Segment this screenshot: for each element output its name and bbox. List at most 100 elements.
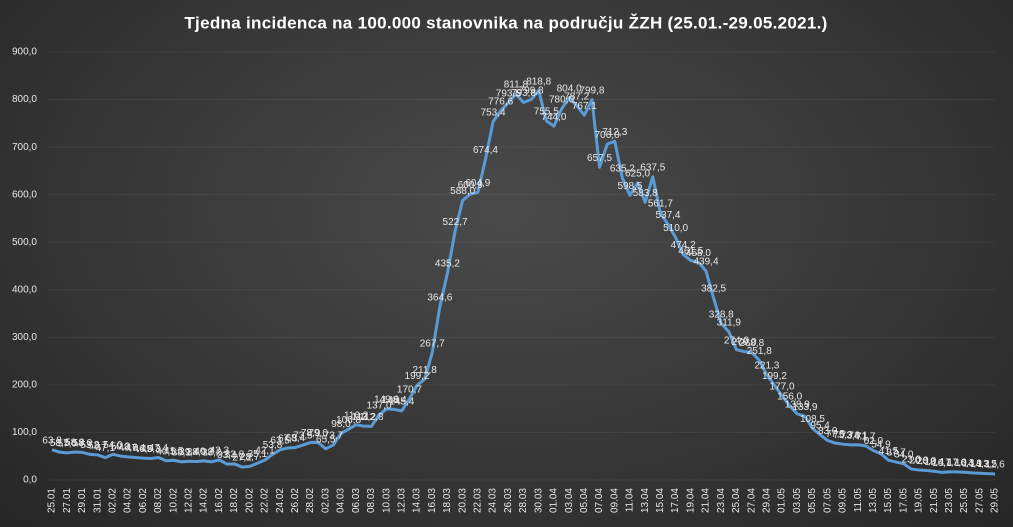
x-tick-label: 22.02 [260, 488, 271, 513]
x-tick-label: 28.02 [305, 488, 316, 513]
x-tick-label: 21.04 [701, 488, 712, 513]
data-label: 753,4 [481, 107, 506, 118]
data-label: 50,3 [111, 442, 131, 453]
data-label: 458,0 [686, 248, 711, 259]
data-label: 12,6 [985, 460, 1005, 471]
data-label: 439,4 [694, 257, 719, 268]
x-tick-label: 05.04 [579, 488, 590, 513]
y-tick-label: 800,0 [12, 94, 37, 105]
x-tick-label: 27.04 [746, 488, 757, 513]
x-tick-label: 08.03 [366, 488, 377, 513]
x-tick-label: 18.03 [442, 488, 453, 513]
data-label: 13,5 [978, 459, 998, 470]
data-label: 58,5 [50, 438, 70, 449]
x-tick-label: 17.05 [898, 488, 909, 513]
x-tick-label: 20.03 [457, 488, 468, 513]
data-label: 78,9 [301, 428, 321, 439]
data-label: 712,3 [602, 127, 627, 138]
x-tick-label: 23.05 [944, 488, 955, 513]
data-label: 461,5 [678, 246, 703, 257]
x-tick-label: 28.03 [518, 488, 529, 513]
data-label: 793,8 [511, 88, 536, 99]
x-tick-label: 29.01 [77, 488, 88, 513]
data-label: 73,8 [841, 431, 861, 442]
data-label: 199,2 [405, 371, 430, 382]
data-label: 16,1 [932, 458, 952, 469]
data-label: 47,4 [126, 443, 146, 454]
data-label: 382,5 [701, 284, 726, 295]
data-label: 600,9 [458, 180, 483, 191]
x-tick-label: 26.03 [503, 488, 514, 513]
data-label: 54,0 [103, 440, 123, 451]
y-tick-label: 200,0 [12, 380, 37, 391]
data-label: 41,5 [879, 446, 899, 457]
x-tick-label: 29.05 [990, 488, 1001, 513]
x-tick-label: 10.02 [168, 488, 179, 513]
x-tick-label: 02.02 [107, 488, 118, 513]
data-label: 793,5 [496, 88, 521, 99]
data-label: 53,8 [263, 440, 283, 451]
data-label: 780,0 [549, 95, 574, 106]
data-label: 48,6 [118, 443, 138, 454]
data-label: 767,1 [572, 101, 597, 112]
x-tick-label: 09.04 [609, 488, 620, 513]
data-label: 804,0 [557, 83, 582, 94]
y-tick-label: 500,0 [12, 237, 37, 248]
x-tick-label: 01.04 [549, 488, 560, 513]
data-label: 583,8 [633, 188, 658, 199]
data-label: 138,9 [785, 400, 810, 411]
data-label: 328,8 [709, 309, 734, 320]
data-label: 33,4 [217, 450, 237, 461]
data-label: 474,2 [671, 240, 696, 251]
data-label: 98,0 [331, 419, 351, 430]
data-label: 311,9 [717, 317, 742, 328]
data-label: 598,5 [617, 181, 642, 192]
x-tick-label: 21.05 [929, 488, 940, 513]
data-label: 63,8 [42, 435, 62, 446]
data-label: 74,1 [848, 430, 868, 441]
data-label: 811,8 [504, 80, 529, 91]
data-label: 57,0 [57, 439, 77, 450]
x-tick-label: 22.03 [473, 488, 484, 513]
x-tick-label: 07.05 [822, 488, 833, 513]
x-tick-label: 19.04 [685, 488, 696, 513]
data-label: 35,1 [248, 449, 268, 460]
data-label: 537,4 [655, 210, 680, 221]
x-tick-label: 18.02 [229, 488, 240, 513]
x-tick-label: 06.02 [138, 488, 149, 513]
y-tick-label: 300,0 [12, 332, 37, 343]
data-label: 95,4 [810, 420, 830, 431]
x-tick-label: 12.03 [396, 488, 407, 513]
data-label: 40,5 [156, 446, 176, 457]
data-label: 63,5 [270, 435, 290, 446]
data-label: 268,8 [739, 338, 764, 349]
data-label: 744,0 [541, 112, 566, 123]
y-tick-label: 900,0 [12, 47, 37, 58]
data-label: 27,2 [232, 453, 252, 464]
x-tick-label: 01.05 [777, 488, 788, 513]
data-label: 364,6 [427, 292, 452, 303]
data-label: 170,7 [397, 384, 422, 395]
data-label: 33,8 [225, 450, 245, 461]
data-label: 73,5 [293, 431, 313, 442]
data-label: 604,9 [465, 178, 490, 189]
data-label: 106,8 [336, 415, 361, 426]
data-label: 149,6 [374, 394, 399, 405]
data-label: 83,0 [818, 426, 838, 437]
y-tick-label: 700,0 [12, 142, 37, 153]
x-tick-label: 11.04 [625, 488, 636, 513]
x-tick-label: 13.05 [868, 488, 879, 513]
data-label: 79,0 [308, 428, 328, 439]
data-label: 20,9 [909, 456, 929, 467]
x-tick-label: 19.05 [914, 488, 925, 513]
data-label: 47,1 [95, 443, 115, 454]
data-label: 133,9 [792, 402, 817, 413]
data-label: 116,2 [344, 410, 369, 421]
x-tick-label: 05.05 [807, 488, 818, 513]
data-label: 674,4 [473, 145, 498, 156]
data-label: 137,0 [366, 400, 391, 411]
data-label: 270,0 [732, 337, 757, 348]
data-label: 657,5 [587, 153, 612, 164]
data-label: 625,0 [625, 168, 650, 179]
